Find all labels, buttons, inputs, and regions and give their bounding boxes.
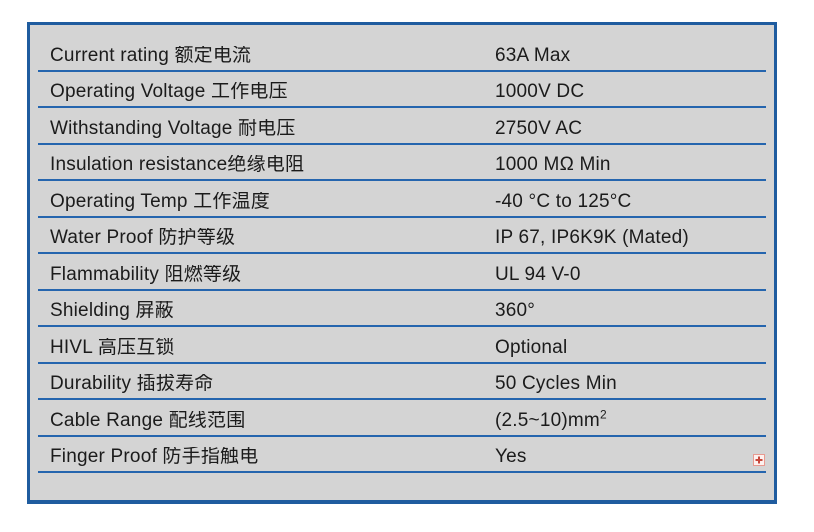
spec-label: Shielding 屏蔽 [50,301,174,322]
spec-label: Operating Temp 工作温度 [50,191,270,212]
table-row-finger-proof: Finger Proof 防手指触电 Yes [38,437,766,473]
spec-value: 1000V DC [495,81,585,103]
spec-label: Durability 插拔寿命 [50,374,214,395]
table-row-flammability: Flammability 阻燃等级 UL 94 V-0 [38,254,766,291]
spec-value: 63A Max [495,44,571,66]
spec-label: Withstanding Voltage 耐电压 [50,118,296,139]
spec-value: IP 67, IP6K9K (Mated) [495,227,689,249]
table-row-insulation-resistance: Insulation resistance绝缘电阻 1000 MΩ Min [38,145,766,181]
spec-label: Cable Range 配线范围 [50,410,246,431]
spec-label: Finger Proof 防手指触电 [50,447,259,468]
table-row-withstanding-voltage: Withstanding Voltage 耐电压 2750V AC [38,108,766,145]
table-row-water-proof: Water Proof 防护等级 IP 67, IP6K9K (Mated) [38,218,766,254]
spec-value: (2.5~10)mm2 [495,407,607,431]
table-row-operating-temp: Operating Temp 工作温度 -40 °C to 125°C [38,181,766,218]
spec-value: Optional [495,336,568,358]
spec-label: Water Proof 防护等级 [50,228,236,249]
table-row-current-rating: Current rating 额定电流 63A Max [38,35,766,72]
spec-label: Insulation resistance绝缘电阻 [50,155,305,176]
spec-value: 2750V AC [495,117,583,139]
spec-label: Operating Voltage 工作电压 [50,82,288,103]
spec-value: Yes [495,446,527,468]
spec-label: Flammability 阻燃等级 [50,264,242,285]
table-row-cable-range: Cable Range 配线范围 (2.5~10)mm2 [38,400,766,437]
spec-table: Current rating 额定电流 63A Max Operating Vo… [27,22,777,504]
spec-value: 1000 MΩ Min [495,154,611,176]
spec-value: -40 °C to 125°C [495,190,632,212]
spec-value: 360° [495,300,536,322]
table-row-hivl: HIVL 高压互锁 Optional [38,327,766,364]
superscript: 2 [599,407,607,422]
spec-label: HIVL 高压互锁 [50,337,175,358]
spec-value: UL 94 V-0 [495,263,581,285]
table-row-operating-voltage: Operating Voltage 工作电压 1000V DC [38,72,766,108]
comment-marker-icon[interactable] [753,454,765,466]
table-row-shielding: Shielding 屏蔽 360° [38,291,766,327]
spec-value: 50 Cycles Min [495,373,617,395]
table-row-durability: Durability 插拔寿命 50 Cycles Min [38,364,766,400]
plus-glyph [755,456,763,464]
spec-label: Current rating 额定电流 [50,45,252,66]
